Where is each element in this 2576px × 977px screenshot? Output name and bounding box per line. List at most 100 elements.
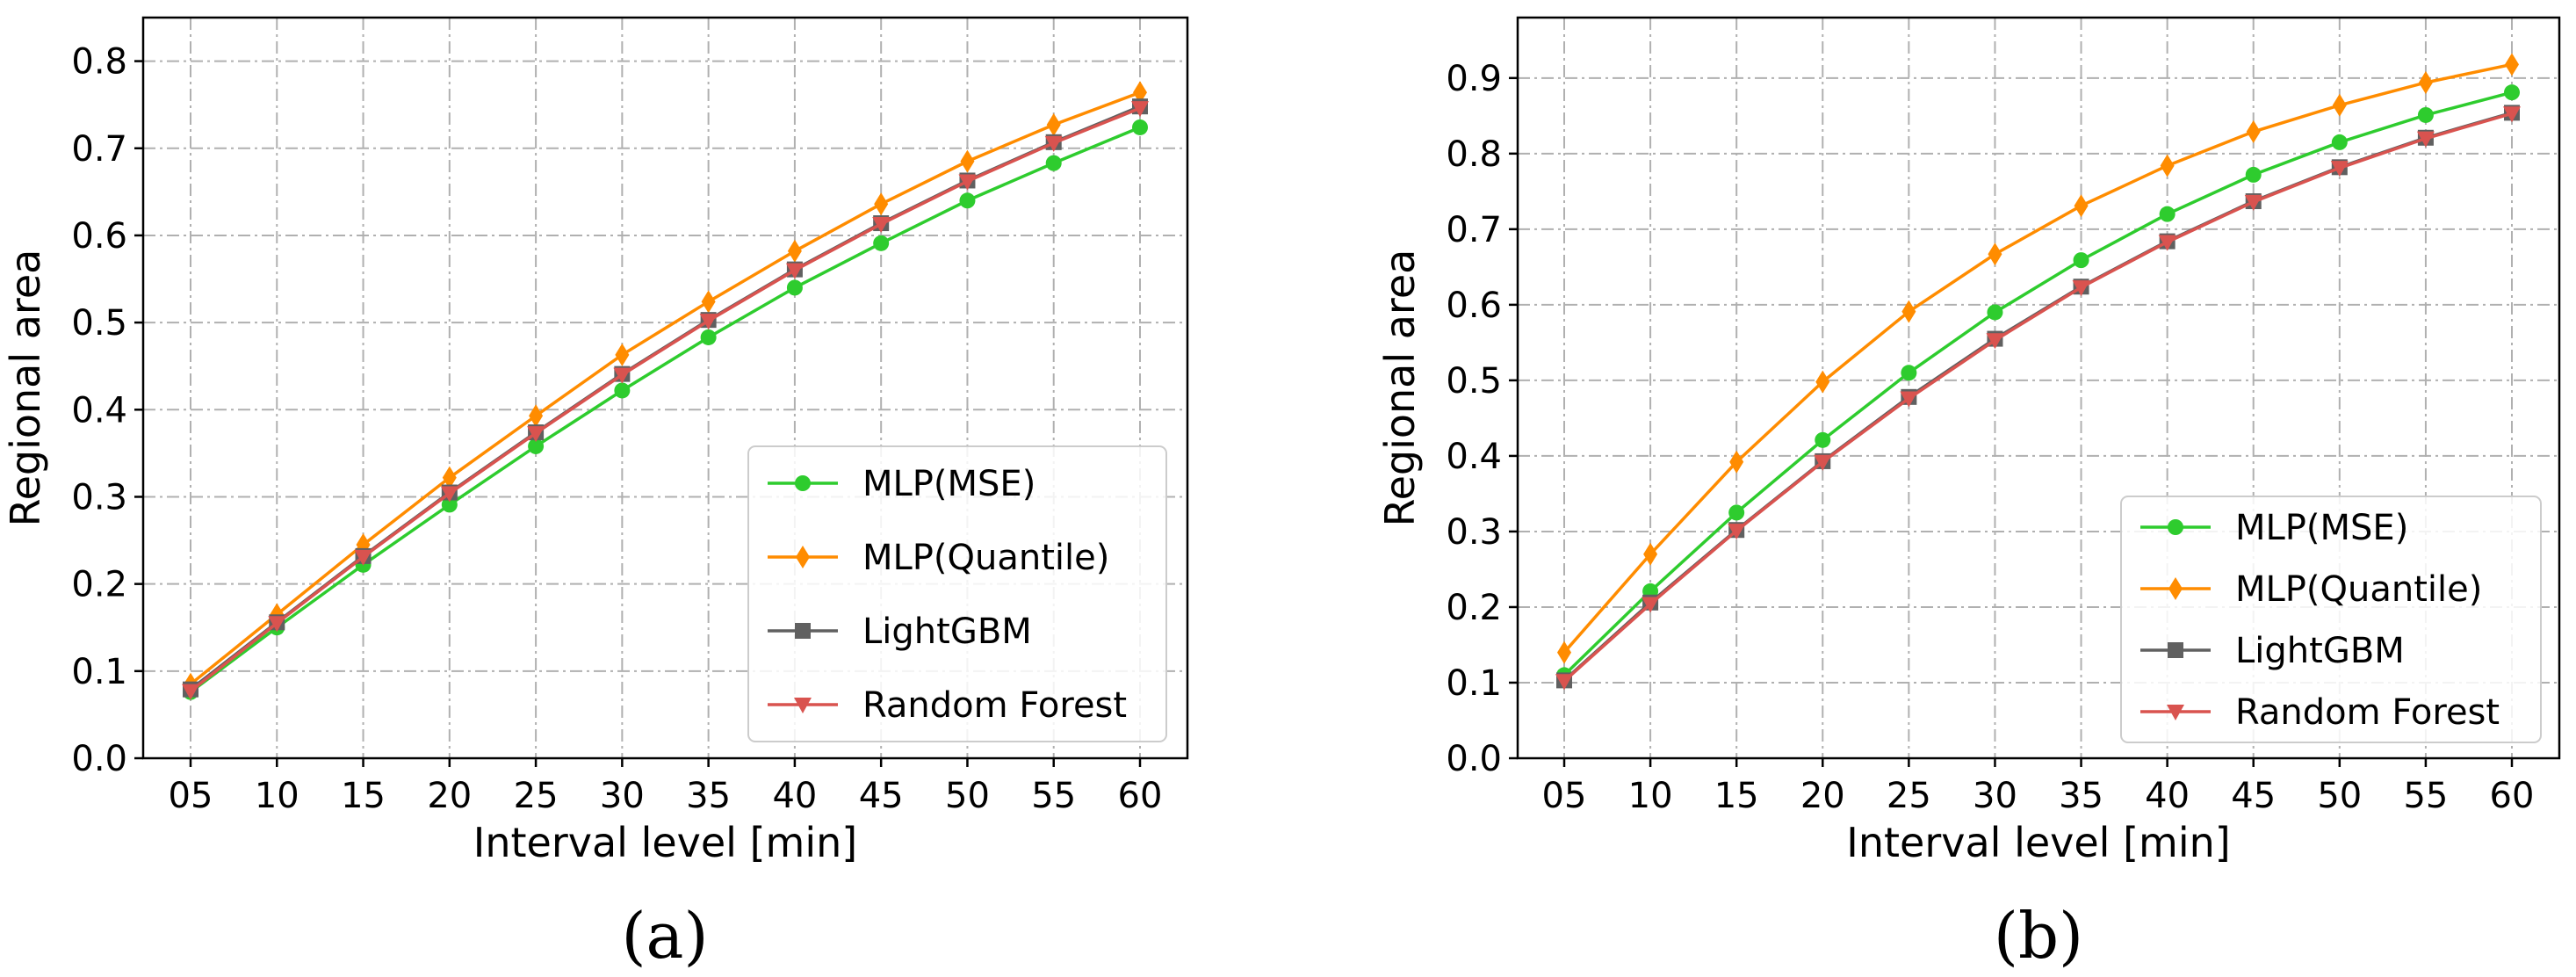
y-tick-label: 0.1 [71,652,127,692]
x-tick-label: 15 [341,776,386,816]
legend-marker [2168,577,2183,600]
legend-marker [795,475,811,491]
y-tick-label: 0.7 [71,129,127,170]
data-point [700,329,717,345]
x-tick-label: 10 [255,776,299,816]
data-point [1642,597,1660,613]
data-point [874,192,889,216]
legend-marker [794,698,812,713]
y-tick-label: 0.9 [1446,59,1502,99]
data-point [1815,431,1831,448]
data-point [2072,280,2090,297]
legend-marker [2168,519,2183,535]
data-point [1986,333,2004,350]
legend-marker [796,546,810,568]
series-MLP(MSE) [1556,84,2520,684]
legend-box [747,445,1167,742]
legend-entry: MLP(MSE) [862,464,1035,504]
y-tick-label: 0.4 [71,390,127,431]
data-point [1643,542,1658,566]
data-point [2074,194,2089,218]
data-point [1132,119,1148,135]
data-point [2245,166,2262,183]
y-tick-label: 0.2 [1446,588,1502,628]
legend-entry: MLP(Quantile) [2235,569,2482,610]
legend-marker [795,623,811,639]
data-point [1046,112,1061,136]
series-line [1562,62,2513,654]
panel-caption: (a) [621,899,708,973]
data-point [1131,101,1149,118]
data-point [2158,235,2176,251]
data-point [2331,134,2348,150]
x-tick-label: 55 [1031,776,1076,816]
data-point [1045,155,1062,171]
data-point [786,279,803,296]
data-point [2505,53,2519,76]
data-point [787,239,802,263]
data-point [2159,206,2176,222]
data-point [2244,194,2262,211]
panel-caption: (b) [1994,899,2083,973]
legend-entry: Random Forest [2235,692,2500,733]
series-line [1562,112,2513,683]
x-tick-label: 50 [2317,776,2362,816]
chart-panel-1: 0.0 0.1 0.2 0.3 0.4 0.5 0.6 0.7 0.8 05 10 15 20 25 30 3… [2,16,1189,973]
x-tick-label: 60 [1118,776,1163,816]
data-point [2417,106,2434,123]
data-point [2504,84,2520,101]
x-tick-label: 55 [2403,776,2448,816]
data-point [440,486,458,503]
y-axis-label: Regional area [2,250,49,527]
data-point [1988,242,2002,266]
x-tick-label: 60 [2490,776,2535,816]
data-point [182,684,199,700]
data-point [614,382,631,399]
data-point [2416,131,2435,148]
y-tick-label: 0.1 [1446,663,1502,704]
data-point [615,343,630,366]
data-point [1815,370,1830,394]
y-tick-label: 0.3 [71,477,127,517]
x-axis-label: Interval level [min] [473,819,857,866]
y-tick-label: 0.3 [1446,512,1502,553]
x-tick-label: 35 [2059,776,2103,816]
legend: MLP(MSE) MLP(Quantile) LightGBM Random Fore… [2120,496,2542,743]
data-point [2503,106,2521,123]
data-point [1814,454,1832,471]
x-tick-label: 45 [2231,776,2276,816]
legend-box [2120,496,2542,743]
data-point [2330,161,2349,177]
data-point [528,438,545,454]
y-tick-label: 0.8 [71,42,127,83]
legend-entry: LightGBM [862,612,1032,652]
x-tick-label: 05 [169,776,213,816]
y-tick-label: 0.2 [71,565,127,605]
data-point [1900,391,1918,408]
data-point [960,149,975,173]
data-point [2073,252,2089,269]
x-tick-label: 30 [600,776,645,816]
x-axis-label: Interval level [min] [1846,819,2230,866]
data-point [1044,135,1063,152]
data-point [699,314,718,330]
legend-marker [2168,642,2183,658]
series-line [189,106,1141,693]
data-point [613,367,631,384]
x-tick-label: 45 [859,776,904,816]
data-point [1728,504,1745,521]
x-tick-label: 50 [945,776,990,816]
x-tick-label: 35 [686,776,731,816]
x-tick-label: 25 [1887,776,1931,816]
x-tick-label: 15 [1714,776,1759,816]
data-point [442,466,457,489]
series-line [189,126,1141,694]
plot-frame [141,16,1189,760]
legend-entry: Random Forest [862,685,1127,726]
y-tick-label: 0.7 [1446,210,1502,250]
data-point [527,426,545,443]
x-tick-label: 40 [772,776,817,816]
data-point [354,549,372,566]
data-point [2160,154,2175,177]
